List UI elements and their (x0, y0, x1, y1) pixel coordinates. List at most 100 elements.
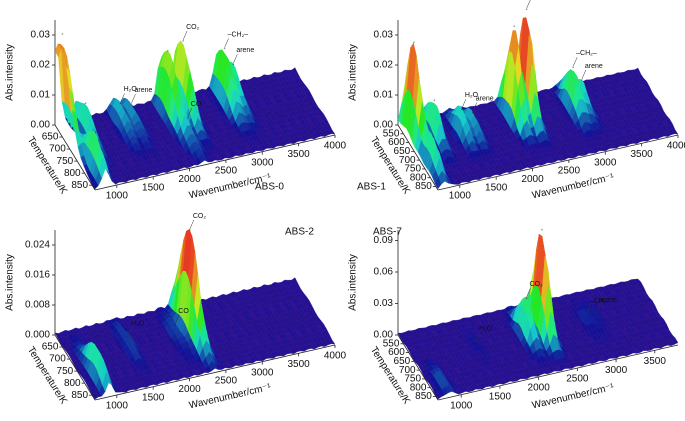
x-tick-label: 1500 (485, 182, 508, 193)
z-tick-label: 0.016 (25, 270, 50, 281)
z-axis-label: Abs.intensity (5, 44, 16, 101)
z-tick-label: 0.02 (31, 60, 51, 71)
x-tick-label: 2500 (215, 376, 238, 387)
peak-apex (223, 47, 226, 50)
x-tick-label: 1000 (449, 191, 472, 202)
z-tick-label: 0.06 (374, 267, 394, 278)
x-tick-label: 4000 (667, 141, 685, 152)
leader-line (224, 38, 229, 48)
peak-label: arene (599, 297, 617, 304)
leader-line (120, 93, 125, 103)
x-tick-label: 1500 (489, 391, 512, 402)
y-tick-label: 850 (71, 390, 88, 401)
peak-label: –CH₂– (228, 31, 249, 38)
peak-apex (572, 66, 574, 69)
peak-apex (232, 63, 235, 66)
peak-label: H₂O (479, 326, 493, 333)
x-tick-label: 3500 (644, 356, 667, 367)
peak-label: CO₂ (529, 281, 543, 288)
x-axis (94, 134, 336, 191)
peak-apex (461, 108, 463, 111)
panel: 0.000.030.060.09Abs.intensityH₂OCO₂–CH₂–… (348, 227, 679, 411)
z-tick-label: 0.00 (374, 120, 394, 131)
z-tick-label: 0.008 (25, 300, 50, 311)
z-tick-label: 0.03 (374, 298, 394, 309)
peak-label: CO₂ (186, 24, 200, 31)
z-tick-label: 0.024 (25, 240, 50, 251)
peak-apex (586, 314, 588, 316)
x-tick-label: 1500 (142, 392, 165, 403)
peak-label: CO₂ (193, 213, 207, 220)
x-tick-label: 3000 (594, 157, 617, 168)
peak-label: CO (178, 308, 189, 315)
peak-apex (167, 50, 169, 52)
peak-apex (433, 99, 436, 101)
z-axis-label: Abs.intensity (348, 44, 359, 101)
peak-label: H₂O (131, 320, 145, 327)
leader-line (526, 0, 531, 9)
peak-apex (61, 33, 64, 35)
x-tick-label: 1000 (450, 400, 473, 411)
leader-line (131, 93, 136, 104)
x-tick-label: 3500 (631, 149, 654, 160)
leader-line (581, 69, 587, 80)
x-tick-label: 3000 (605, 365, 628, 376)
leader-line (187, 107, 193, 118)
peak-label: arene (134, 87, 152, 94)
peak-apex (174, 324, 177, 326)
x-tick-label: 3500 (288, 359, 311, 370)
panel: 0.000 0.008 0.016 0.024 Abs.intensity H₂O CO CO… (5, 213, 347, 412)
x-tick-label: 4000 (324, 351, 347, 362)
y-tick-label: 650 (42, 132, 59, 143)
peak-apex (581, 79, 583, 81)
x-tick-label: 1000 (106, 191, 129, 202)
peak-apex (541, 228, 543, 231)
peak-apex (94, 131, 97, 134)
z-tick-label: 0.01 (374, 90, 394, 101)
panel-title: ABS-7 (373, 227, 402, 238)
peak-label: arene (236, 47, 254, 54)
y-tick-label: 850 (415, 391, 432, 402)
peak-apex (595, 313, 597, 316)
z-tick-label: 0.000 (25, 330, 50, 341)
y-tick-label: 750 (57, 366, 74, 377)
leader-line (233, 54, 238, 64)
y-tick-label: 850 (71, 180, 88, 191)
z-tick-label: 0.02 (374, 60, 394, 71)
z-tick-label: 0.01 (31, 90, 51, 101)
x-tick-label: 2500 (566, 374, 589, 385)
x-tick-label: 2500 (215, 166, 238, 177)
x-tick-label: 4000 (324, 141, 347, 152)
leader-line (182, 30, 188, 41)
x-tick-label: 3000 (251, 157, 274, 168)
y-tick-label: 800 (64, 168, 81, 179)
peak-apex (475, 342, 477, 344)
peak-apex (525, 297, 528, 299)
x-tick-label: 3000 (251, 367, 274, 378)
peak-apex (432, 135, 435, 138)
x-tick-label: 2000 (528, 383, 551, 394)
peak-apex (413, 41, 415, 44)
peak-apex (84, 102, 87, 104)
z-tick-label: 0.00 (31, 120, 51, 131)
leader-line (189, 219, 195, 230)
peak-label: arene (476, 96, 494, 103)
peak-label: –CH₂– (576, 50, 597, 57)
z-axis-label: Abs.intensity (348, 254, 359, 311)
z-axis-label: Abs.intensity (5, 254, 16, 311)
surface-patch (328, 128, 336, 135)
y-tick-label: 650 (42, 342, 59, 353)
peak-apex (525, 8, 528, 11)
peak-apex (513, 25, 516, 27)
y-axis (54, 124, 96, 191)
panel-title: ABS-0 (255, 182, 284, 193)
x-tick-label: 2000 (178, 384, 201, 395)
x-tick-label: 2000 (521, 174, 544, 185)
y-tick-label: 700 (49, 144, 66, 155)
x-tick-label: 1500 (142, 182, 165, 193)
peak-apex (189, 229, 191, 231)
x-tick-label: 2500 (558, 166, 581, 177)
z-tick-label: 0.03 (31, 30, 51, 41)
peak-apex (130, 103, 133, 105)
